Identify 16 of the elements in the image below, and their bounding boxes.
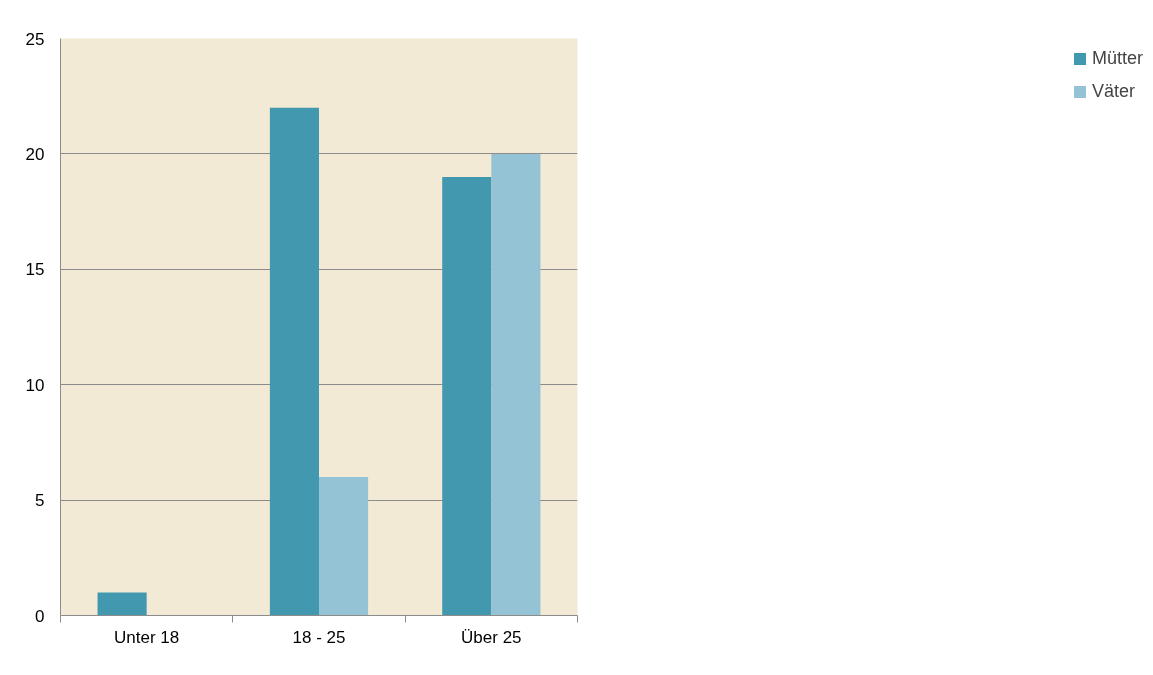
y-tick-label: 5: [35, 491, 45, 511]
y-tick-label: 10: [25, 375, 45, 395]
x-tick-label: 18 - 25: [292, 627, 346, 647]
y-tick-label: 20: [25, 144, 45, 164]
bar: [491, 153, 541, 616]
y-tick-label: 0: [35, 606, 45, 626]
bar: [97, 592, 147, 616]
legend-label: Mütter: [1091, 48, 1143, 69]
legend-label: Väter: [1091, 81, 1136, 102]
bar: [269, 107, 319, 616]
y-tick-label: 15: [25, 260, 45, 280]
x-tick-label: Unter 18: [114, 627, 180, 647]
bar: [442, 176, 492, 616]
y-tick-label: 25: [25, 29, 45, 49]
bar: [319, 477, 369, 616]
x-tick-label: Über 25: [461, 627, 522, 647]
